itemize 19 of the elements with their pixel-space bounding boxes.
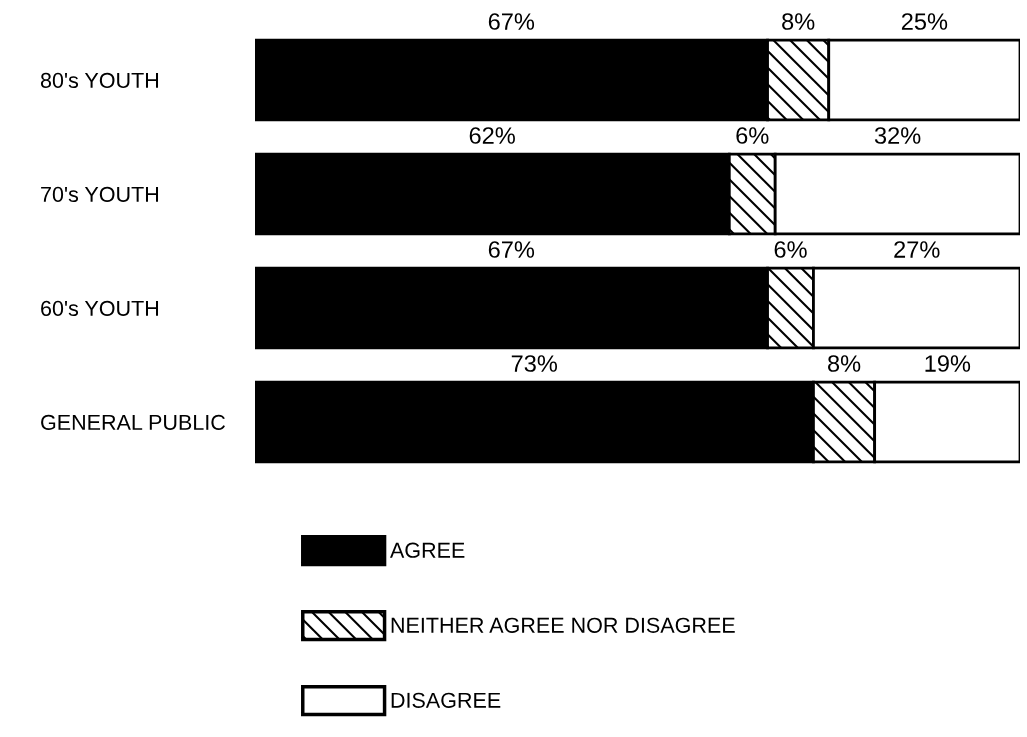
data-label: 73% bbox=[511, 355, 558, 372]
y-tick-label: 70's YOUTH bbox=[41, 186, 159, 203]
data-label: 32% bbox=[874, 127, 921, 144]
data-label: 6% bbox=[774, 241, 807, 258]
legend-label: NEITHER AGREE NOR DISAGREE bbox=[391, 617, 735, 633]
data-label: 27% bbox=[894, 241, 940, 258]
data-label: 67% bbox=[488, 13, 535, 30]
data-label: 19% bbox=[925, 355, 971, 372]
y-tick-label: 80's YOUTH bbox=[40, 72, 159, 89]
data-label: 62% bbox=[469, 127, 515, 144]
y-tick-label: 60's YOUTH bbox=[41, 300, 159, 316]
data-label: 25% bbox=[901, 13, 948, 30]
data-label: 6% bbox=[736, 127, 769, 144]
data-label: 8% bbox=[828, 355, 861, 372]
data-label: 8% bbox=[782, 13, 815, 30]
legend-label: DISAGREE bbox=[391, 692, 501, 708]
y-tick-label: GENERAL PUBLIC bbox=[41, 414, 226, 430]
legend-label: AGREE bbox=[390, 542, 465, 558]
data-label: 67% bbox=[488, 241, 535, 258]
